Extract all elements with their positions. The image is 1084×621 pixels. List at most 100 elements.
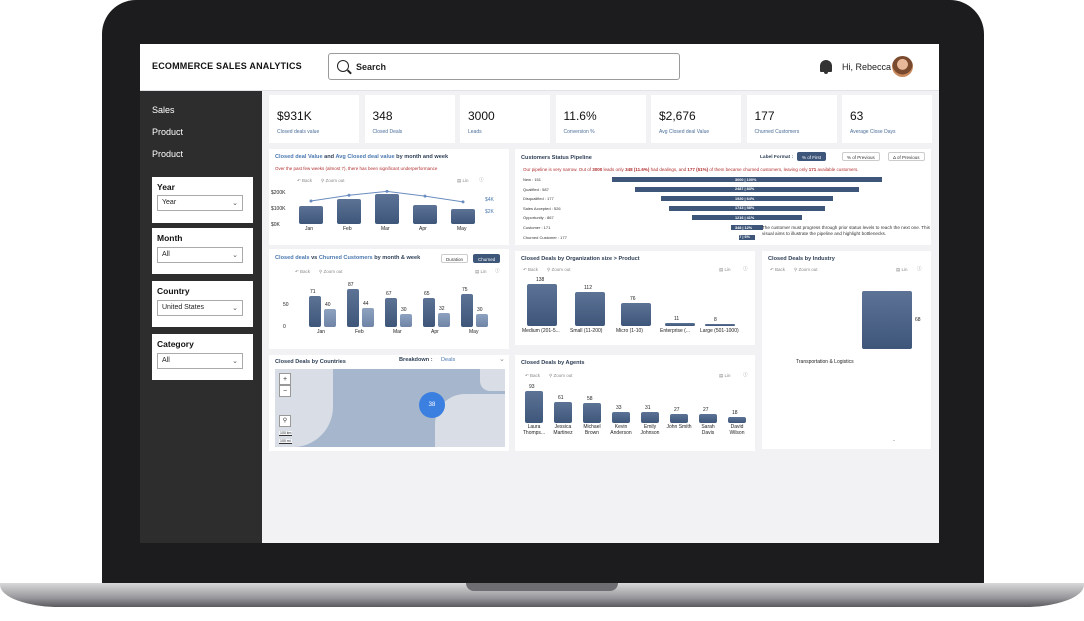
x-tick-label: Enterprise (... [660,328,691,334]
agent-bar[interactable] [554,402,572,423]
avg-value-line-chart [309,189,465,204]
agent-value-label: 58 [587,396,593,403]
chevron-down-icon[interactable]: ⌄ [499,356,505,363]
deal-value-bar[interactable] [299,206,323,224]
search-input[interactable]: Search [328,53,680,80]
churned-bar[interactable] [362,307,374,327]
churned-bar[interactable] [324,309,336,327]
lin-toggle[interactable]: ▤ Lin [719,373,731,378]
category-select[interactable]: All ⌄ [157,353,243,369]
bell-icon[interactable] [820,60,832,74]
help-icon[interactable]: ⓘ [479,177,484,182]
duration-button[interactable]: Duration [441,254,469,263]
org-size-bar[interactable] [665,322,695,326]
pipeline-bar[interactable] [612,177,882,182]
churned-bar[interactable] [438,312,450,327]
pipeline-bar[interactable] [731,225,763,230]
churned-button[interactable]: Churned [473,254,501,263]
map-zoom-in-button[interactable]: + [279,373,291,385]
x-tick-label: Medium (201-5... [522,328,560,334]
pct-of-first-button[interactable]: % of First [797,152,827,161]
industry-bar[interactable] [862,291,912,349]
avatar[interactable] [892,56,913,77]
back-button[interactable]: ↶ Back [295,269,311,274]
year-select[interactable]: Year ⌄ [157,195,243,211]
pct-of-previous-button[interactable]: % of Previous [842,152,880,161]
chevron-down-icon[interactable]: ⌄ [892,437,896,442]
help-icon[interactable]: ⓘ [917,266,922,271]
right-tick-label: $2K [485,209,494,215]
agent-bar[interactable] [525,391,543,423]
breakdown-select[interactable]: Deals [441,357,456,363]
empty-canvas [262,456,939,543]
agent-bar[interactable] [641,412,659,423]
country-filter: Country United States ⌄ [152,281,253,327]
zoom-out-button[interactable]: ⚲ Zoom out [794,267,818,272]
map-view[interactable]: 38 + − ⚲ 100 km 100 mi [275,369,505,447]
country-select[interactable]: United States ⌄ [157,300,243,316]
pipeline-note: The customer must progress through prior… [762,225,930,236]
pipeline-bar[interactable] [668,205,826,211]
agent-bar[interactable] [728,416,746,423]
avg-value-point[interactable] [385,189,389,193]
pipeline-bar[interactable] [692,215,802,221]
closed-deals-bar[interactable] [385,297,397,327]
deal-value-bar[interactable] [375,194,399,224]
map-pin-icon[interactable]: ⚲ [279,415,291,427]
help-icon[interactable]: ⓘ [743,372,748,377]
lin-toggle[interactable]: ▤ Lin [475,269,487,274]
zoom-out-button[interactable]: ⚲ Zoom out [549,373,573,378]
map-zoom-out-button[interactable]: − [279,385,291,397]
x-tick-label: Mar [393,329,402,335]
org-size-card: Closed Deals by Organization size > Prod… [515,251,755,345]
closed-deals-bar[interactable] [423,298,435,327]
avg-value-point[interactable] [309,199,313,203]
agent-bar[interactable] [670,413,688,423]
deal-value-bar[interactable] [337,198,361,224]
sidebar-item-product[interactable]: Product [152,127,184,137]
kpi-label: Closed Deals [372,129,403,135]
industry-title: Closed Deals by Industry [768,256,835,262]
avg-value-point[interactable] [423,194,427,198]
help-icon[interactable]: ⓘ [495,268,500,273]
help-icon[interactable]: ⓘ [743,266,748,271]
closed-deals-bar[interactable] [309,295,321,327]
kpi-label: Leads [468,129,482,135]
churned-bar[interactable] [476,313,488,327]
x-tick-label: Feb [343,226,352,232]
map-bubble[interactable]: 38 [419,392,445,418]
back-button[interactable]: ↶ Back [523,267,539,272]
avg-value-point[interactable] [461,200,465,204]
deal-value-note: Over the past few weeks (almost 7), ther… [275,166,438,171]
org-size-bar[interactable] [705,323,735,326]
back-button[interactable]: ↶ Back [297,178,313,183]
deal-value-bar[interactable] [413,204,437,224]
pipeline-bar[interactable] [635,186,859,192]
agent-bar[interactable] [699,413,717,423]
delta-of-previous-button[interactable]: Δ of Previous [888,152,925,161]
back-button[interactable]: ↶ Back [525,373,541,378]
zoom-out-button[interactable]: ⚲ Zoom out [321,178,345,183]
month-select[interactable]: All ⌄ [157,247,243,263]
lin-toggle[interactable]: ▤ Lin [719,267,731,272]
org-size-bar[interactable] [575,291,605,326]
agent-value-label: 18 [732,409,738,416]
org-size-bar[interactable] [527,284,557,326]
lin-toggle[interactable]: ▤ Lin [457,178,469,183]
deal-value-bar[interactable] [451,209,475,224]
pipeline-bar[interactable] [660,196,834,202]
avg-value-point[interactable] [347,193,351,197]
churned-bar[interactable] [400,313,412,327]
agent-bar[interactable] [583,403,601,423]
lin-toggle[interactable]: ▤ Lin [896,267,908,272]
org-size-bar[interactable] [621,302,651,326]
pipeline-bar[interactable] [739,234,755,240]
sidebar-item-product-2[interactable]: Product [152,149,184,159]
zoom-out-button[interactable]: ⚲ Zoom out [547,267,571,272]
sidebar-item-sales[interactable]: Sales [152,105,175,115]
zoom-out-button[interactable]: ⚲ Zoom out [319,269,343,274]
agent-bar[interactable] [612,411,630,423]
closed-deals-bar[interactable] [347,288,359,327]
back-button[interactable]: ↶ Back [770,267,786,272]
closed-deals-bar[interactable] [461,294,473,327]
